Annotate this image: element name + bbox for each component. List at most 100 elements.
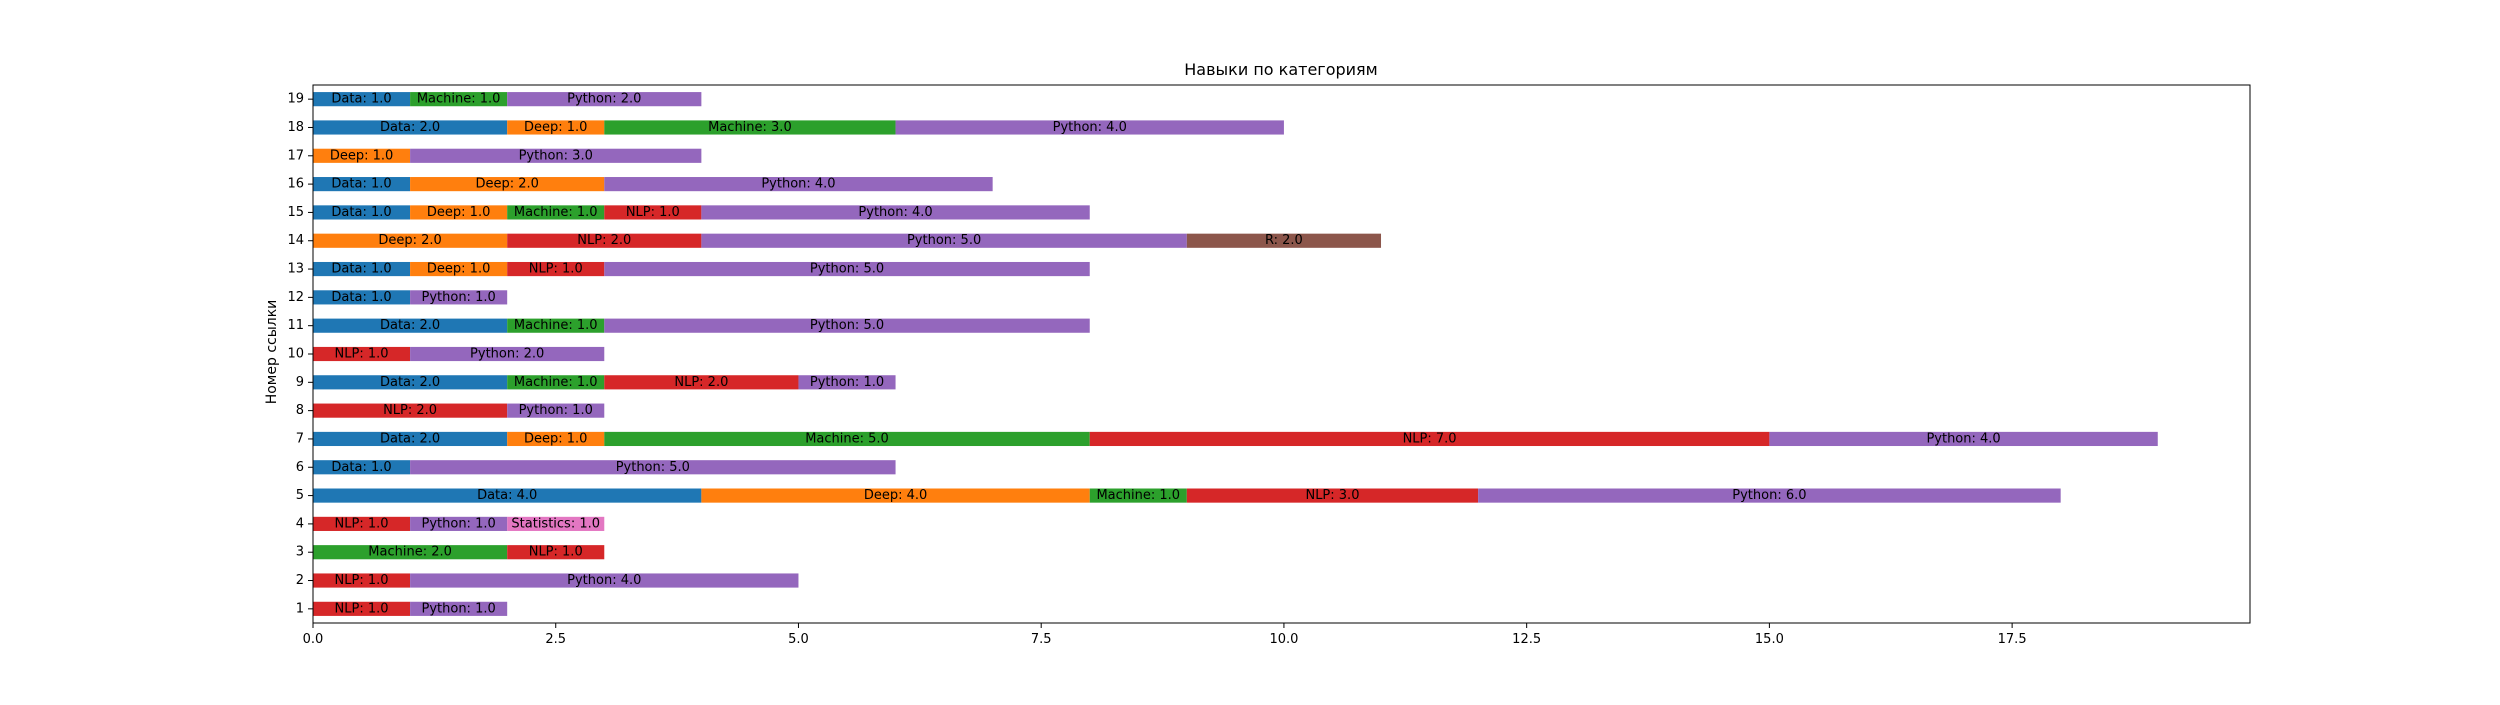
- bar-label: NLP: 1.0: [626, 205, 680, 220]
- bar-segment: [701, 233, 1187, 248]
- bar-label: Deep: 1.0: [524, 431, 587, 446]
- bar-segment: [507, 318, 605, 333]
- bar-segment: [604, 261, 1090, 277]
- bar-segment: [410, 148, 702, 163]
- x-tick-label: 5.0: [788, 632, 809, 647]
- bar-segment: [507, 403, 605, 418]
- x-tick-label: 7.5: [1031, 632, 1052, 647]
- bar-label: Data: 2.0: [380, 318, 440, 333]
- bar-label: NLP: 1.0: [335, 573, 389, 588]
- bar-label: Python: 1.0: [422, 601, 496, 616]
- bar-label: Machine: 3.0: [708, 120, 792, 135]
- bar-label: Deep: 1.0: [330, 148, 393, 163]
- bar-label: Data: 1.0: [331, 177, 391, 192]
- bar-segment: [701, 488, 1090, 503]
- bar-segment: [410, 460, 896, 475]
- bar-label: Deep: 2.0: [475, 177, 538, 192]
- x-tick-label: 15.0: [1755, 632, 1784, 647]
- bar-label: Machine: 1.0: [514, 375, 598, 390]
- bar-label: Python: 3.0: [519, 148, 593, 163]
- bar-segment: [507, 545, 605, 560]
- bar-segment: [507, 92, 702, 107]
- bar-label: Python: 4.0: [761, 177, 835, 192]
- bar-segment: [507, 516, 605, 531]
- bar-segment: [1186, 488, 1479, 503]
- bar-label: Python: 4.0: [858, 205, 932, 220]
- bar-segment: [1186, 233, 1382, 248]
- y-tick-label: 5: [296, 488, 304, 503]
- bar-label: Python: 6.0: [1732, 488, 1806, 503]
- bar-segment: [410, 205, 508, 220]
- bar-segment: [313, 120, 508, 135]
- bar-label: Python: 2.0: [567, 92, 641, 107]
- bars-layer: [313, 92, 2158, 616]
- bar-label: Data: 1.0: [331, 290, 391, 305]
- bar-label: NLP: 3.0: [1305, 488, 1359, 503]
- bar-label: NLP: 2.0: [383, 403, 437, 418]
- bar-label: Python: 1.0: [422, 290, 496, 305]
- bar-segment: [410, 290, 508, 305]
- bar-segment: [313, 233, 508, 248]
- bar-segment: [313, 375, 508, 390]
- bar-label: Machine: 2.0: [368, 545, 452, 560]
- bar-segment: [313, 346, 411, 362]
- bar-label: Python: 1.0: [810, 375, 884, 390]
- bar-segment: [507, 431, 605, 447]
- bar-label: Python: 4.0: [567, 573, 641, 588]
- y-tick-label: 19: [287, 92, 304, 107]
- axes-layer: 0.0 2.5 5.0 7.5 10.0 12.5 15.0 17.5123456789101…: [287, 84, 2251, 647]
- bar-label: Data: 2.0: [380, 120, 440, 135]
- bar-label: Python: 5.0: [810, 262, 884, 277]
- y-tick-label: 3: [296, 545, 304, 560]
- bar-segment: [313, 516, 411, 531]
- bar-segment: [313, 92, 411, 107]
- y-tick-label: 6: [296, 460, 304, 475]
- bar-label: Python: 1.0: [422, 516, 496, 531]
- bar-segment: [701, 205, 1090, 220]
- y-tick-label: 11: [287, 318, 304, 333]
- y-tick-label: 14: [287, 233, 304, 248]
- bar-label: NLP: 1.0: [529, 262, 583, 277]
- bar-segment: [410, 261, 508, 277]
- bar-label: NLP: 1.0: [335, 516, 389, 531]
- bar-segment: [313, 148, 411, 163]
- y-tick-label: 9: [296, 375, 304, 390]
- bar-segment: [313, 573, 411, 588]
- bar-segment: [1089, 488, 1187, 503]
- bar-segment: [507, 120, 605, 135]
- bar-label: Machine: 1.0: [514, 205, 598, 220]
- y-tick-label: 7: [296, 431, 304, 446]
- bar-label: NLP: 2.0: [577, 233, 631, 248]
- chart-title: Навыки по категориям: [1184, 60, 1377, 79]
- x-tick-label: 17.5: [1998, 632, 2027, 647]
- bar-segment: [313, 488, 702, 503]
- bar-segment: [798, 375, 896, 390]
- bar-label: Statistics: 1.0: [511, 516, 600, 531]
- bar-label: Python: 4.0: [1926, 431, 2000, 446]
- bar-segment: [313, 205, 411, 220]
- bar-segment: [313, 545, 508, 560]
- bar-label: Python: 1.0: [519, 403, 593, 418]
- bar-label: Data: 1.0: [331, 262, 391, 277]
- bar-label: Deep: 1.0: [524, 120, 587, 135]
- bar-label: Machine: 5.0: [805, 431, 889, 446]
- y-tick-label: 10: [287, 347, 304, 362]
- bar-segment: [410, 601, 508, 616]
- bar-segment: [313, 177, 411, 192]
- bar-segment: [313, 318, 508, 333]
- bar-label: Python: 4.0: [1053, 120, 1127, 135]
- bar-label: NLP: 1.0: [529, 545, 583, 560]
- bar-label: Machine: 1.0: [1096, 488, 1180, 503]
- bar-segment: [604, 431, 1090, 447]
- y-tick-label: 17: [287, 148, 304, 163]
- bar-label: Deep: 4.0: [864, 488, 927, 503]
- bar-segment: [507, 233, 702, 248]
- bar-segment: [604, 120, 896, 135]
- bar-label: Python: 5.0: [907, 233, 981, 248]
- x-tick-label: 0.0: [303, 632, 324, 647]
- bar-label: Data: 1.0: [331, 460, 391, 475]
- bar-segment: [1089, 431, 1770, 447]
- bar-label: Data: 4.0: [477, 488, 537, 503]
- y-tick-label: 2: [296, 573, 304, 588]
